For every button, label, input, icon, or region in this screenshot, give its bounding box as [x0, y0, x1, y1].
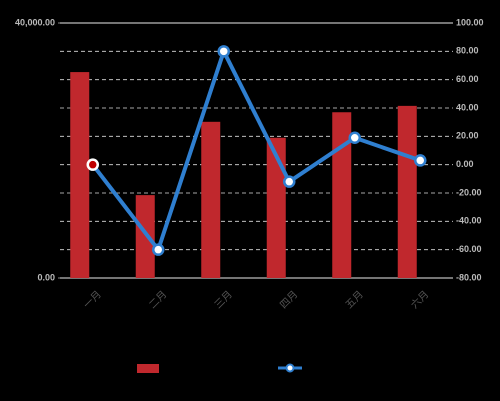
x-tick-label: 一月 [81, 288, 104, 311]
y2-tick-label: 60.00 [456, 74, 479, 84]
y2-tick-label: 80.00 [456, 46, 479, 56]
y-tick-label: 40,000.00 [15, 17, 55, 27]
legend-swatch [137, 364, 159, 373]
line-marker [86, 158, 99, 171]
x-tick-label: 四月 [278, 288, 301, 311]
bar [397, 105, 417, 278]
line-marker [283, 175, 296, 188]
x-tick-label: 二月 [147, 288, 170, 311]
x-tick-label: 三月 [212, 288, 235, 311]
line-marker [152, 243, 165, 256]
legend-swatch [285, 363, 295, 373]
line-marker [348, 131, 361, 144]
y2-tick-label: -40.00 [456, 216, 482, 226]
x-tick-label: 六月 [409, 288, 432, 311]
y2-tick-label: 100.00 [456, 17, 484, 27]
y2-tick-label: 40.00 [456, 102, 479, 112]
bar [70, 72, 90, 279]
y2-tick-label: -80.00 [456, 272, 482, 282]
y2-tick-label: 0.00 [456, 159, 474, 169]
bar [201, 121, 221, 278]
y-tick-label: 0.00 [37, 272, 55, 282]
bar [266, 137, 286, 278]
bar [135, 195, 155, 278]
line-marker [414, 154, 427, 167]
line-marker [217, 45, 230, 58]
y2-tick-label: 20.00 [456, 131, 479, 141]
y2-tick-label: -60.00 [456, 244, 482, 254]
bar [332, 112, 352, 278]
y2-tick-label: -20.00 [456, 187, 482, 197]
x-tick-label: 五月 [343, 288, 366, 311]
line [91, 49, 421, 252]
